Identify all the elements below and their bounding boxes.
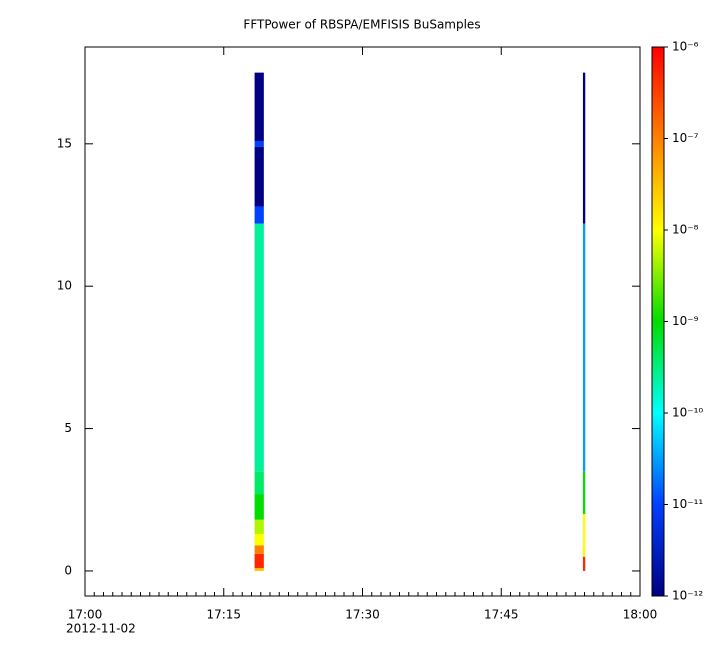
spectrogram-cell: [254, 553, 264, 569]
colorbar-tick-label: 10⁻⁹: [672, 314, 699, 328]
x-tick-label: 17:00: [68, 608, 103, 622]
spectrogram-cell: [254, 223, 264, 472]
plot-frame: [84, 46, 641, 597]
colorbar-tick-label: 10⁻¹⁰: [672, 406, 703, 420]
colorbar-tick-label: 10⁻¹¹: [672, 497, 703, 511]
y-tick-label: 5: [64, 421, 72, 435]
spectrogram-cell: [582, 223, 586, 472]
spectrogram-cell: [254, 471, 264, 495]
spectrogram-cell: [254, 494, 264, 520]
x-date-label: 2012-11-02: [66, 622, 136, 636]
colorbar-tick-label: 10⁻⁶: [672, 40, 699, 54]
colorbar-tick-label: 10⁻⁷: [672, 131, 699, 145]
x-tick-label: 17:45: [484, 608, 519, 622]
spectrogram-cell: [254, 140, 264, 147]
spectrogram-cell: [582, 471, 586, 514]
colorbar-tick-label: 10⁻¹²: [672, 589, 703, 603]
chart-title: FFTPower of RBSPA/EMFISIS BuSamples: [243, 18, 480, 32]
spectrogram-cell: [254, 568, 264, 571]
y-tick-label: 15: [57, 136, 72, 150]
spectrogram-cell: [254, 72, 264, 141]
colorbar-tick-label: 10⁻⁸: [672, 223, 699, 237]
spectrogram-cell: [254, 519, 264, 534]
spectrogram-cell: [582, 556, 586, 571]
spectrogram-cell: [254, 533, 264, 546]
x-tick-label: 18:00: [623, 608, 658, 622]
x-tick-label: 17:30: [345, 608, 380, 622]
x-tick-label: 17:15: [206, 608, 241, 622]
colorbar: [651, 46, 665, 597]
spectrogram-cell: [254, 146, 264, 207]
spectrogram-cell: [582, 513, 586, 557]
spectrogram-cell: [254, 206, 264, 224]
y-tick-label: 0: [64, 563, 72, 577]
y-tick-label: 10: [57, 279, 72, 293]
spectrogram-cell: [254, 545, 264, 554]
spectrogram-cell: [582, 72, 586, 224]
